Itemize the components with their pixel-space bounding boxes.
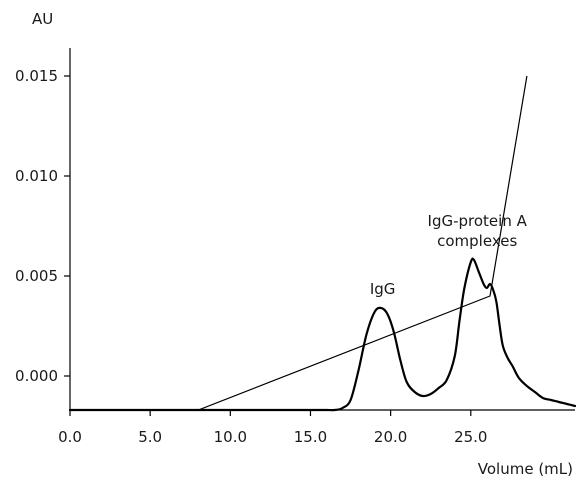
peak-annotation: IgG xyxy=(370,280,396,298)
x-tick-label: 15.0 xyxy=(294,428,327,446)
x-tick-label: 5.0 xyxy=(138,428,162,446)
absorbance-trace xyxy=(68,257,576,412)
peak-annotation: complexes xyxy=(437,232,517,250)
y-tick-label: 0.010 xyxy=(15,167,58,185)
annotations: IgG IgG-protein A complexes xyxy=(370,212,528,298)
x-tick-label: 10.0 xyxy=(214,428,247,446)
peak-annotation: IgG-protein A xyxy=(428,212,528,230)
y-tick-label: 0.000 xyxy=(15,367,58,385)
y-tick-label: 0.005 xyxy=(15,267,58,285)
x-tick-label: 25.0 xyxy=(454,428,487,446)
y-axis-label: AU xyxy=(32,10,53,28)
y-tick-label: 0.015 xyxy=(15,67,58,85)
series-layer xyxy=(68,75,576,412)
x-tick-label: 20.0 xyxy=(374,428,407,446)
gradient-line xyxy=(70,75,528,411)
x-tick-label: 0.0 xyxy=(58,428,82,446)
x-axis-label: Volume (mL) xyxy=(478,460,573,478)
tick-marks: 0.000 0.005 0.010 0.015 0.0 5.0 10.0 15.0 20.0 25… xyxy=(15,67,487,446)
